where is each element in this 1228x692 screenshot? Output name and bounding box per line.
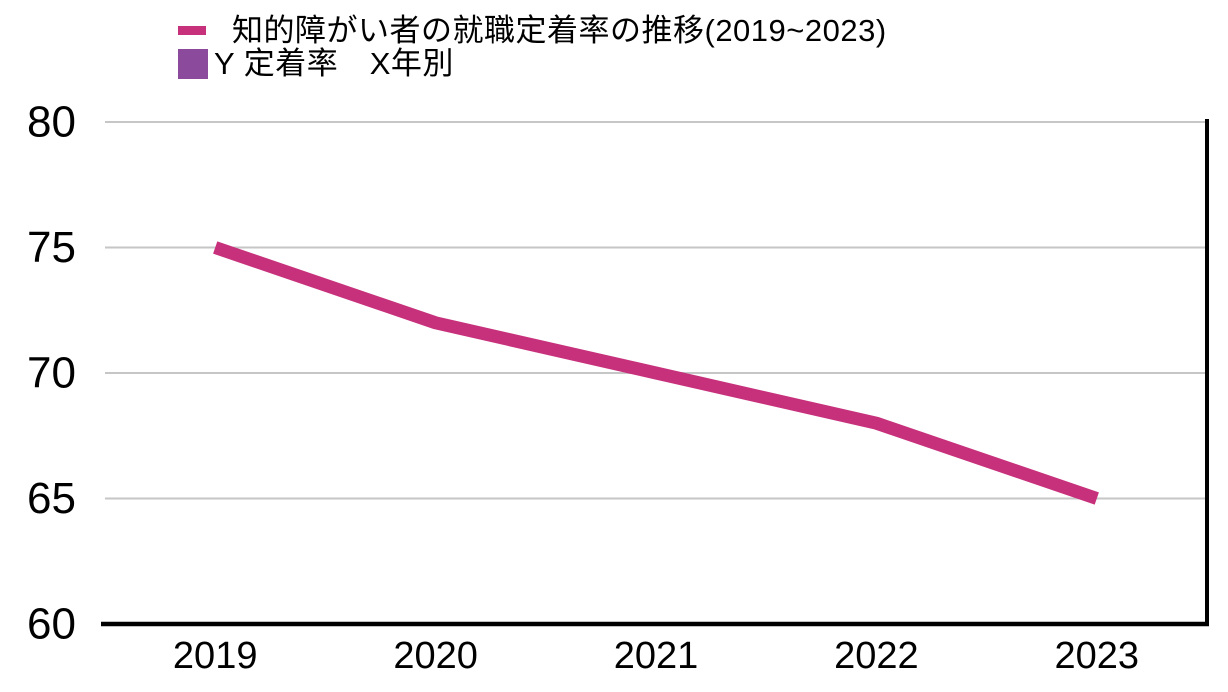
legend-item-series: 知的障がい者の就職定着率の推移(2019~2023) — [178, 14, 887, 47]
svg-text:60: 60 — [27, 600, 76, 649]
svg-text:2019: 2019 — [173, 635, 258, 677]
svg-text:65: 65 — [27, 474, 76, 523]
svg-text:2021: 2021 — [614, 635, 699, 677]
svg-text:80: 80 — [27, 98, 76, 147]
legend-axes-label: Y 定着率 X年別 — [214, 46, 454, 81]
svg-text:70: 70 — [27, 349, 76, 398]
chart-legend: 知的障がい者の就職定着率の推移(2019~2023) Y 定着率 X年別 — [178, 14, 887, 80]
svg-text:2023: 2023 — [1055, 635, 1140, 677]
svg-text:75: 75 — [27, 223, 76, 272]
square-swatch-icon — [178, 48, 208, 79]
svg-text:2022: 2022 — [834, 635, 919, 677]
legend-series-label: 知的障がい者の就職定着率の推移(2019~2023) — [232, 13, 887, 48]
legend-item-axes: Y 定着率 X年別 — [178, 47, 887, 80]
line-swatch-icon — [178, 26, 206, 35]
svg-text:2020: 2020 — [393, 635, 478, 677]
